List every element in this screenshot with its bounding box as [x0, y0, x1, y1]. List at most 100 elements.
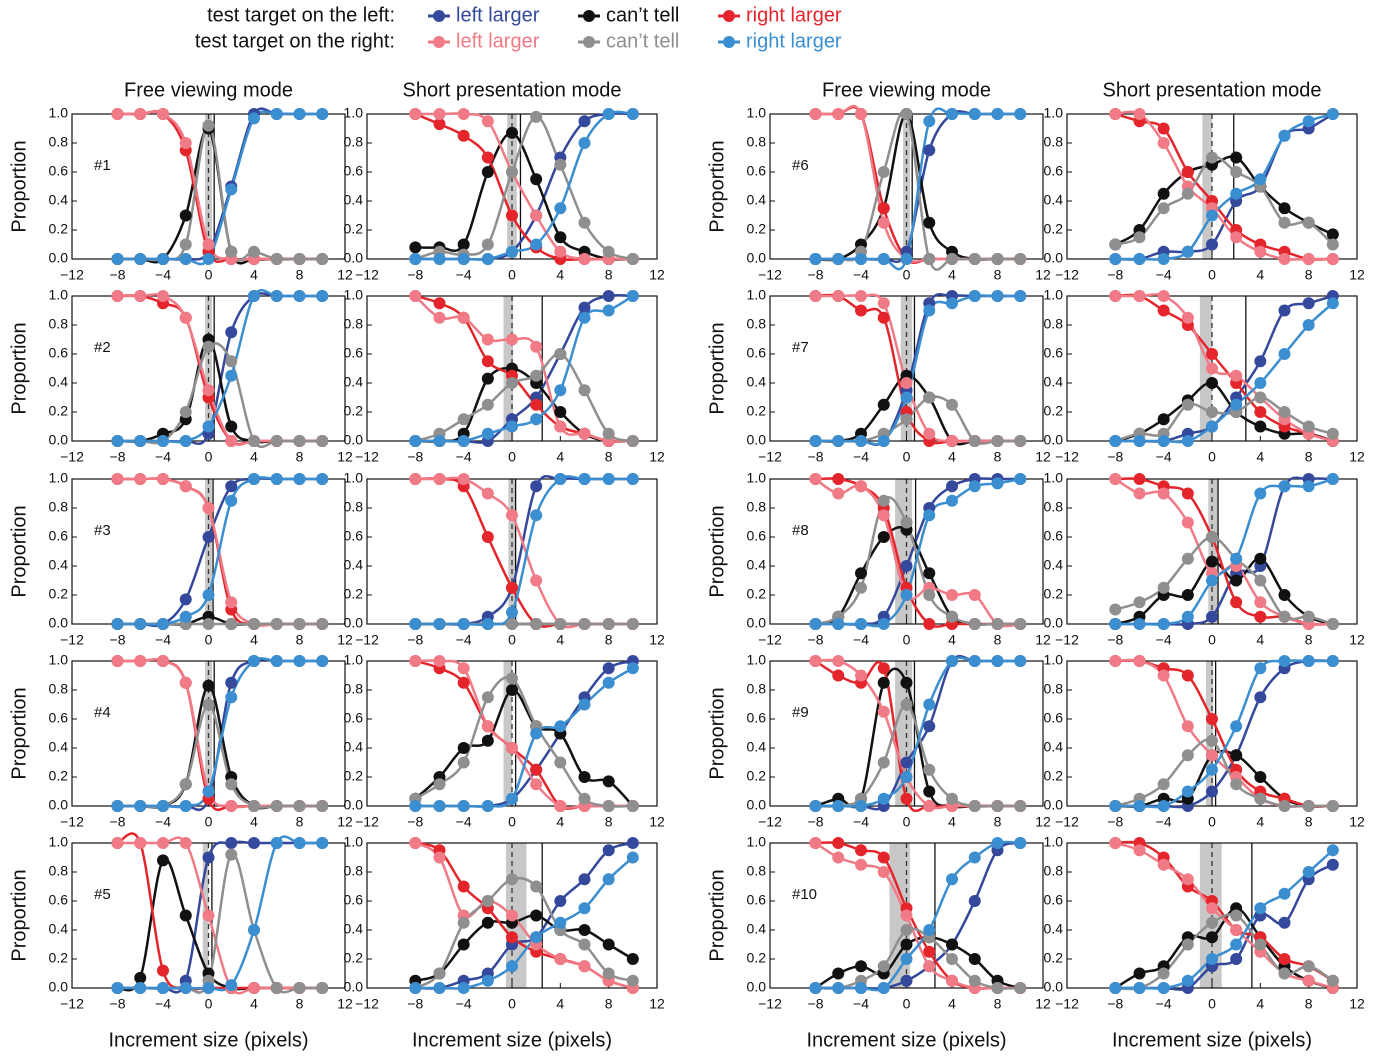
- data-point: [433, 297, 446, 310]
- data-point: [991, 108, 1004, 120]
- y-tick-label: 0.2: [747, 221, 767, 237]
- curve: [415, 477, 633, 628]
- curve: [415, 856, 634, 990]
- x-tick-label: −4: [853, 632, 869, 648]
- data-point: [554, 202, 567, 215]
- curve: [117, 293, 323, 446]
- data-point: [1302, 216, 1315, 229]
- y-tick-label: 0.8: [1044, 316, 1064, 332]
- data-point: [1326, 800, 1339, 812]
- y-tick-label: 1.0: [747, 287, 767, 303]
- data-point: [1254, 691, 1267, 704]
- data-point: [991, 435, 1004, 447]
- y-tick-label: 0.0: [747, 250, 767, 266]
- data-point: [626, 837, 639, 849]
- x-tick-label: −8: [407, 449, 423, 465]
- x-tick-label: 0: [205, 996, 213, 1012]
- y-tick-label: 0.6: [1044, 163, 1064, 179]
- y-tick-label: 0.2: [1044, 950, 1064, 966]
- y-axis-label: Proportion: [706, 140, 728, 232]
- data-point: [433, 982, 446, 994]
- data-point: [1109, 655, 1122, 667]
- data-point: [433, 311, 446, 324]
- y-tick-label: 0.4: [49, 192, 69, 208]
- data-point: [293, 435, 306, 447]
- legend-label: can’t tell: [606, 30, 679, 52]
- x-tick-label: 12: [337, 267, 353, 283]
- data-point: [809, 253, 822, 265]
- data-point: [1157, 137, 1170, 149]
- x-tick-label: −8: [110, 449, 126, 465]
- y-axis-label: Proportion: [8, 869, 30, 961]
- data-point: [1326, 228, 1339, 241]
- y-tick-label: 0.6: [344, 710, 364, 726]
- data-point: [877, 618, 890, 630]
- data-point: [157, 854, 169, 867]
- data-point: [809, 108, 822, 120]
- data-point: [1326, 427, 1339, 440]
- data-point: [809, 473, 822, 485]
- data-point: [923, 720, 936, 733]
- data-point: [1326, 974, 1339, 987]
- shaded-band: [1205, 661, 1214, 806]
- y-tick-label: 0.6: [49, 892, 69, 908]
- data-point: [179, 480, 192, 493]
- data-point: [1254, 552, 1267, 565]
- data-point: [1014, 253, 1027, 265]
- data-point: [968, 800, 981, 812]
- data-point: [225, 800, 238, 812]
- data-point: [1254, 938, 1267, 951]
- data-point: [225, 326, 238, 339]
- x-tick-label: 0: [903, 996, 911, 1012]
- x-tick-label: 8: [296, 449, 304, 465]
- y-tick-label: 1.0: [49, 105, 69, 121]
- y-tick-label: 0.8: [49, 499, 69, 515]
- data-point: [1181, 749, 1194, 762]
- data-point: [457, 800, 470, 812]
- data-point: [1326, 253, 1339, 265]
- data-point: [877, 705, 890, 718]
- x-tick-label: 4: [250, 632, 258, 648]
- x-tick-label: −8: [808, 632, 824, 648]
- data-point: [991, 655, 1004, 667]
- y-tick-label: 0.4: [1044, 739, 1064, 755]
- panel: −12 −8 −4 0 4 8 12 0.0 0.2 0.4 0.6 0.8 1.0: [344, 287, 665, 465]
- data-point: [968, 974, 981, 987]
- data-point: [554, 916, 567, 929]
- data-point: [946, 938, 958, 951]
- y-tick-label: 0.4: [49, 374, 69, 390]
- data-point: [1181, 166, 1194, 178]
- data-point: [506, 245, 518, 258]
- data-point: [433, 851, 446, 864]
- data-point: [1230, 953, 1243, 965]
- data-point: [1230, 166, 1243, 178]
- x-tick-label: 12: [649, 267, 665, 283]
- x-axis-label: Increment size (pixels): [412, 1029, 612, 1051]
- data-point: [409, 800, 422, 812]
- data-point: [134, 655, 147, 667]
- data-point: [923, 945, 936, 958]
- panel: −12 −8 −4 0 4 8 12 0.0 0.2 0.4 0.6 0.8 1.0: [344, 470, 665, 648]
- x-tick-label: −8: [1107, 632, 1123, 648]
- data-point: [1014, 435, 1027, 447]
- data-point: [225, 979, 238, 992]
- data-point: [923, 115, 936, 128]
- data-point: [877, 982, 890, 994]
- data-point: [1230, 187, 1243, 200]
- curve: [815, 395, 1021, 445]
- data-point: [293, 800, 306, 812]
- data-point: [1181, 938, 1194, 951]
- data-point: [968, 589, 981, 601]
- data-point: [506, 792, 518, 805]
- x-tick-label: −12: [60, 449, 84, 465]
- data-point: [1206, 734, 1218, 747]
- data-point: [1206, 749, 1218, 762]
- data-point: [1133, 253, 1146, 265]
- curve: [1115, 112, 1334, 261]
- data-point: [832, 982, 845, 994]
- data-point: [602, 304, 615, 317]
- curve: [117, 288, 323, 444]
- data-point: [433, 778, 446, 791]
- data-point: [1326, 858, 1339, 871]
- data-point: [530, 763, 543, 776]
